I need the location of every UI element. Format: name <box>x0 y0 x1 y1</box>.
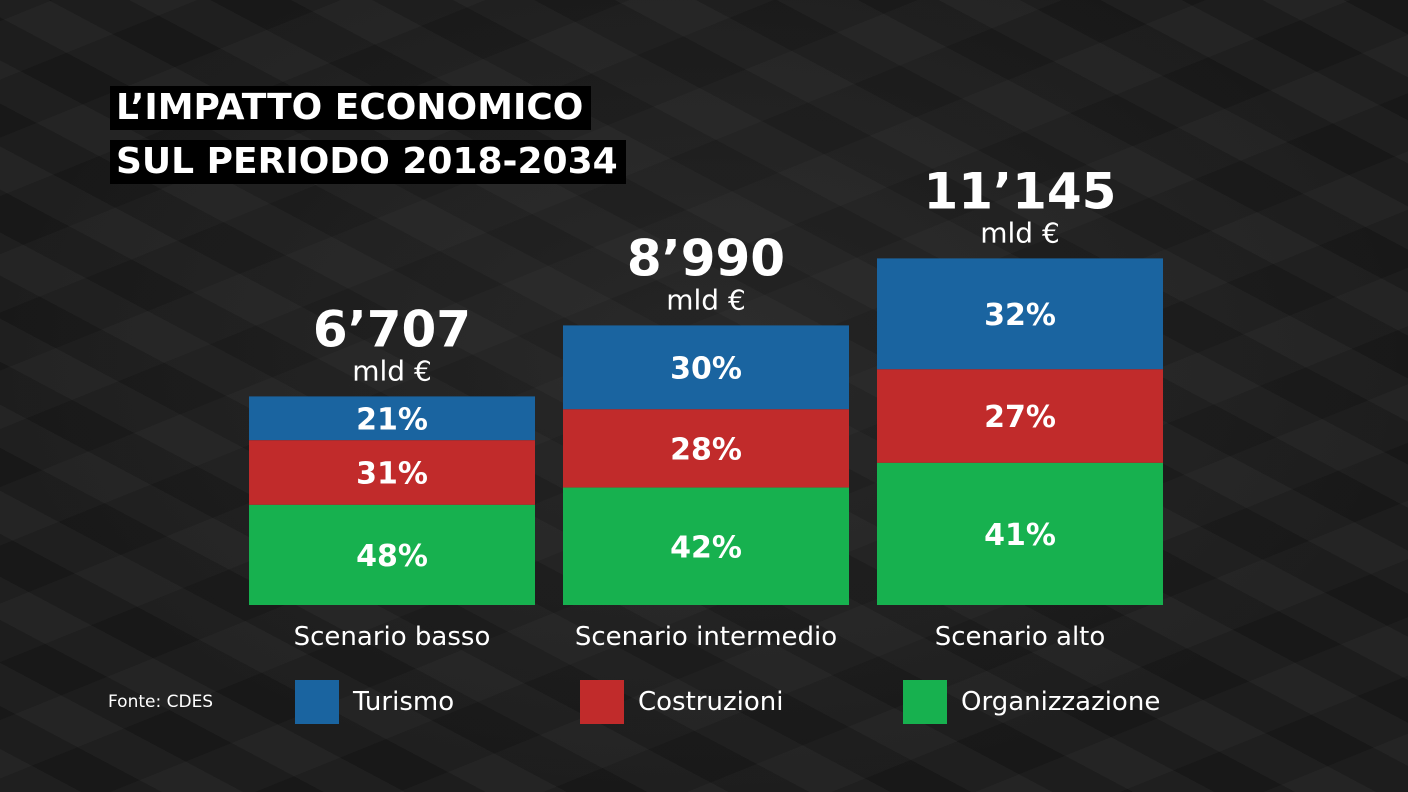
legend-label-costruzioni: Costruzioni <box>638 687 784 717</box>
legend-label-turismo: Turismo <box>353 687 455 717</box>
legend-item-organizzazione: Organizzazione <box>903 680 1160 724</box>
category-label-scenario-basso: Scenario basso <box>294 622 491 652</box>
data-label-costruzioni-scenario-basso: 31% <box>356 457 428 492</box>
bar-segment-costruzioni-scenario-intermedio <box>563 409 849 488</box>
bar-segment-organizzazione-scenario-alto <box>877 462 1163 605</box>
total-value-scenario-basso: 6’707 <box>313 300 471 358</box>
source-note: Fonte: CDES <box>108 692 214 712</box>
data-label-turismo-scenario-basso: 21% <box>356 402 428 437</box>
legend-label-organizzazione: Organizzazione <box>961 687 1161 717</box>
bar-segment-organizzazione-scenario-basso <box>249 504 535 605</box>
bar-segment-turismo-scenario-basso <box>249 396 535 441</box>
bar-segment-turismo-scenario-intermedio <box>563 325 849 410</box>
data-label-turismo-scenario-alto: 32% <box>984 298 1056 333</box>
total-value-scenario-intermedio: 8’990 <box>627 229 785 287</box>
legend-swatch-costruzioni <box>580 680 624 724</box>
legend-swatch-organizzazione <box>903 680 947 724</box>
total-value-scenario-alto: 11’145 <box>924 162 1117 220</box>
legend-item-turismo: Turismo <box>295 680 454 724</box>
legend-swatch-turismo <box>295 680 339 724</box>
total-unit-scenario-alto: mld € <box>980 216 1060 249</box>
data-label-costruzioni-scenario-alto: 27% <box>984 400 1056 435</box>
chart-title-line-2: SUL PERIODO 2018-2034 <box>110 140 626 184</box>
bar-segment-organizzazione-scenario-intermedio <box>563 487 849 605</box>
bar-segment-costruzioni-scenario-basso <box>249 440 535 505</box>
category-label-scenario-alto: Scenario alto <box>935 622 1106 652</box>
category-label-scenario-intermedio: Scenario intermedio <box>575 622 837 652</box>
data-label-turismo-scenario-intermedio: 30% <box>670 351 742 386</box>
data-label-organizzazione-scenario-basso: 48% <box>356 539 428 574</box>
bar-segment-turismo-scenario-alto <box>877 258 1163 370</box>
total-unit-scenario-basso: mld € <box>352 354 432 387</box>
total-unit-scenario-intermedio: mld € <box>666 283 746 316</box>
chart-title-line-1: L’IMPATTO ECONOMICO <box>110 86 592 130</box>
legend-item-costruzioni: Costruzioni <box>580 680 783 724</box>
bar-segment-costruzioni-scenario-alto <box>877 369 1163 463</box>
data-label-organizzazione-scenario-intermedio: 42% <box>670 530 742 565</box>
data-label-organizzazione-scenario-alto: 41% <box>984 518 1056 553</box>
data-label-costruzioni-scenario-intermedio: 28% <box>670 432 742 467</box>
